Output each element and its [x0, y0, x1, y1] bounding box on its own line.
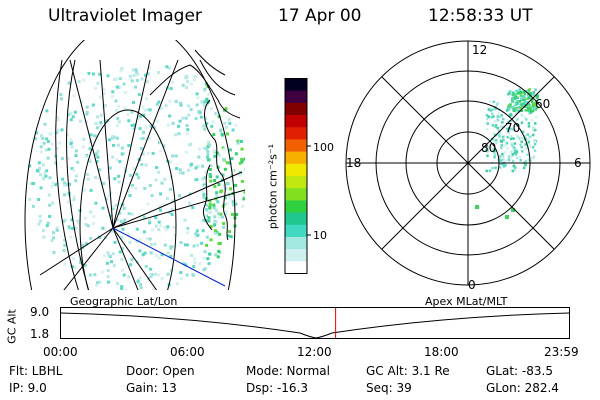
mlat-label-60: 60	[535, 97, 550, 111]
altitude-y-top: 9.0	[30, 305, 50, 319]
colorbar-cell	[285, 151, 307, 165]
glat-info: GLat: -83.5	[486, 364, 553, 378]
polar-diagonal	[381, 76, 555, 250]
colorbar-cell	[285, 188, 307, 201]
glon-info: GLon: 282.4	[486, 381, 559, 395]
apex-caption: Apex MLat/MLT	[425, 295, 508, 308]
colorbar-cell	[285, 212, 307, 226]
colorbar-cell	[285, 78, 307, 92]
gain-info: Gain: 13	[126, 381, 177, 395]
instrument-title: Ultraviolet Imager	[48, 6, 202, 26]
coastline	[204, 99, 229, 241]
colorbar-cell	[285, 127, 307, 140]
mlat-label-70: 70	[505, 121, 520, 135]
colorbar-cell	[285, 224, 307, 238]
terminator-line	[112, 227, 226, 287]
mlt-label-18: 18	[346, 156, 361, 170]
mlat-label-80: 80	[481, 141, 496, 155]
colorbar-unit-label: photon cm⁻²s⁻¹	[266, 143, 280, 230]
date-label: 17 Apr 00	[278, 6, 362, 26]
colorbar-cell	[285, 249, 307, 262]
x-tick-2359: 23:59	[544, 345, 579, 359]
colorbar-cell	[285, 102, 307, 116]
colorbar-cell	[285, 200, 307, 214]
x-tick-0600: 06:00	[170, 345, 205, 359]
colorbar-cell	[285, 139, 307, 153]
dsp-info: Dsp: -16.3	[246, 381, 309, 395]
colorbar-cell	[285, 261, 307, 274]
ip-info: IP: 9.0	[9, 381, 47, 395]
mlt-label-12: 12	[472, 43, 487, 57]
x-tick-0000: 00:00	[43, 345, 78, 359]
polar-mlt-plot: 12 18 6 0 60 70 80	[345, 40, 591, 292]
mlt-label-6: 6	[574, 156, 582, 170]
meridian-lines	[39, 59, 245, 290]
gc-alt-info: GC Alt: 3.1 Re	[366, 364, 450, 378]
colorbar-cell	[285, 176, 307, 189]
coastline	[194, 49, 236, 96]
seq-info: Seq: 39	[366, 381, 412, 395]
altitude-strip-chart	[60, 307, 570, 339]
colorbar-tick-10: 10	[313, 229, 327, 242]
altitude-axis-label: GC Alt	[5, 309, 19, 344]
x-tick-1800: 18:00	[424, 345, 459, 359]
latitude-circles	[24, 40, 236, 290]
altitude-y-bottom: 1.8	[30, 327, 50, 341]
colorbar-tick-100: 100	[313, 141, 334, 154]
colorbar-cell	[285, 236, 307, 250]
colorbar-cell	[285, 163, 307, 177]
mode-info: Mode: Normal	[246, 364, 330, 378]
coastline	[202, 164, 213, 231]
altitude-curve	[60, 312, 570, 339]
mlt-label-0: 0	[468, 278, 476, 292]
geographic-image	[24, 40, 245, 290]
door-info: Door: Open	[126, 364, 195, 378]
colorbar-cell	[285, 90, 307, 104]
x-tick-1200: 12:00	[297, 345, 332, 359]
color-scale-bar	[284, 78, 311, 274]
geographic-caption: Geographic Lat/Lon	[70, 295, 178, 308]
time-label: 12:58:33 UT	[428, 6, 533, 26]
filter-info: Flt: LBHL	[9, 364, 63, 378]
colorbar-cell	[285, 115, 307, 128]
